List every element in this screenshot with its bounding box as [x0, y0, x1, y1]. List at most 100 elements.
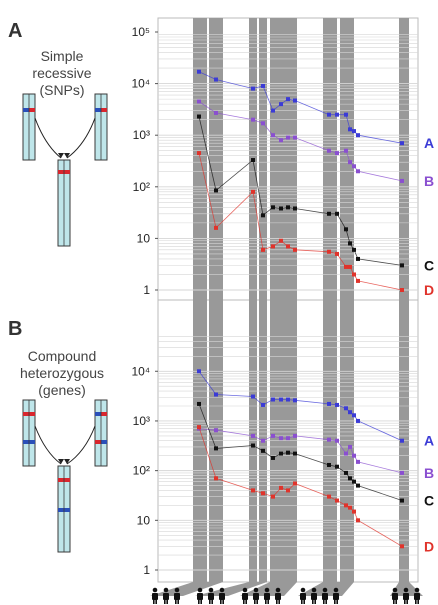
person-body: [275, 593, 281, 600]
data-point-a: [214, 392, 218, 397]
data-point-b: [356, 169, 360, 174]
data-point-d: [335, 498, 339, 503]
data-point-a: [344, 112, 348, 117]
person-icon: [208, 587, 214, 604]
chromosome-band: [95, 108, 101, 112]
data-point-c: [356, 256, 360, 261]
y-tick-label: 1: [143, 283, 150, 297]
data-point-d: [348, 505, 352, 510]
chromosome-band: [64, 478, 70, 482]
data-point-b: [400, 178, 404, 183]
y-tick-label: 10²: [133, 180, 150, 194]
data-point-b: [271, 133, 275, 138]
data-point-a: [261, 402, 265, 407]
sample-column: [259, 18, 267, 582]
data-point-d: [261, 491, 265, 496]
data-point-d: [344, 503, 348, 508]
series-line-b: [198, 101, 403, 182]
data-point-c: [352, 247, 356, 252]
data-point-a: [335, 112, 339, 117]
person-leg: [325, 599, 327, 604]
person-head: [311, 587, 317, 593]
panel-description-a-line: recessive: [32, 65, 92, 81]
person-head: [152, 587, 158, 593]
person-icon: [333, 587, 339, 604]
data-point-a: [348, 127, 352, 132]
chromosome-band: [64, 170, 70, 174]
person-leg: [312, 599, 314, 604]
data-point-a: [279, 102, 283, 107]
series-label-a: A: [424, 135, 434, 151]
data-point-a: [327, 401, 331, 406]
data-point-c: [348, 241, 352, 246]
series-line-d: [198, 153, 403, 291]
chromosome-band: [23, 412, 29, 416]
series-line-d: [198, 427, 403, 547]
person-head: [264, 587, 270, 593]
y-tick-label: 10²: [133, 464, 150, 478]
data-point-c: [261, 213, 265, 218]
data-point-a: [286, 397, 290, 402]
person-leg: [334, 599, 336, 604]
data-point-d: [400, 544, 404, 549]
data-point-a: [214, 77, 218, 82]
arrow-head: [58, 459, 64, 464]
person-icon: [403, 587, 409, 604]
data-point-a: [352, 413, 356, 418]
person-leg: [209, 599, 211, 604]
person-head: [197, 587, 203, 593]
chromosome-band: [64, 508, 70, 512]
panel-letter-b: B: [8, 318, 23, 340]
data-point-a: [344, 406, 348, 411]
data-point-c: [279, 206, 283, 211]
data-point-a: [352, 129, 356, 134]
series-label-c: C: [424, 493, 434, 509]
chromosome-band: [58, 170, 64, 174]
person-leg: [164, 599, 166, 604]
data-point-c: [327, 462, 331, 467]
data-point-b: [352, 453, 356, 458]
person-icon: [174, 587, 180, 604]
data-point-c: [271, 205, 275, 210]
person-icon: [414, 587, 420, 604]
data-point-c: [261, 448, 265, 453]
data-point-d: [214, 225, 218, 230]
data-point-b: [352, 164, 356, 169]
data-point-a: [400, 141, 404, 146]
person-head: [242, 587, 248, 593]
data-point-d: [348, 264, 352, 269]
data-point-d: [327, 249, 331, 254]
data-point-c: [344, 470, 348, 475]
panel-description-a: Simple recessive (SNPs): [7, 48, 117, 99]
person-body: [163, 593, 169, 600]
data-point-b: [348, 160, 352, 165]
fan-wedge: [150, 582, 223, 596]
person-body: [152, 593, 158, 600]
person-icon: [264, 587, 270, 604]
data-point-d: [286, 488, 290, 493]
person-body: [197, 593, 203, 600]
person-leg: [415, 599, 417, 604]
data-point-c: [344, 227, 348, 232]
panel-description-b-line: heterozygous: [19, 365, 105, 381]
data-point-d: [356, 278, 360, 283]
person-icon: [253, 587, 259, 604]
data-point-b: [271, 433, 275, 438]
data-point-d: [352, 509, 356, 514]
data-point-d: [214, 476, 218, 481]
person-leg: [254, 599, 256, 604]
data-point-b: [251, 433, 255, 438]
data-point-a: [348, 410, 352, 415]
panel-description-a-line: Simple: [40, 48, 84, 64]
person-icon: [152, 587, 158, 604]
y-tick-label: 10³: [133, 128, 150, 142]
arrow-head: [64, 153, 70, 158]
person-icon: [163, 587, 169, 604]
person-leg: [314, 599, 316, 604]
data-point-d: [197, 151, 201, 156]
data-point-b: [400, 470, 404, 475]
data-point-c: [293, 451, 297, 456]
data-point-d: [344, 264, 348, 269]
data-point-c: [286, 205, 290, 210]
person-head: [322, 587, 328, 593]
